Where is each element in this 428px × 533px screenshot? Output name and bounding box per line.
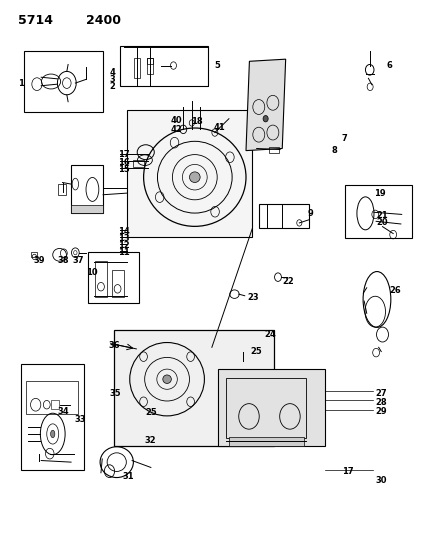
- Text: 39: 39: [34, 256, 45, 264]
- Bar: [58, 184, 66, 195]
- Bar: [229, 437, 303, 446]
- Bar: [71, 205, 103, 213]
- Text: 24: 24: [265, 330, 276, 339]
- Text: 10: 10: [86, 269, 98, 277]
- Text: 42: 42: [170, 125, 182, 134]
- Bar: [134, 58, 140, 78]
- Text: 9: 9: [308, 209, 314, 218]
- Bar: [26, 381, 78, 414]
- Text: 17: 17: [118, 150, 130, 159]
- Text: 36: 36: [108, 341, 120, 350]
- Bar: [24, 51, 103, 112]
- Ellipse shape: [163, 375, 171, 383]
- Text: 13: 13: [118, 234, 130, 243]
- Text: 41: 41: [213, 123, 225, 132]
- Text: 8: 8: [331, 146, 337, 155]
- Bar: [269, 148, 279, 153]
- Text: 30: 30: [375, 476, 387, 484]
- Text: 19: 19: [374, 189, 386, 198]
- Bar: [21, 365, 84, 470]
- Text: 2400: 2400: [86, 14, 121, 27]
- Text: 21: 21: [376, 211, 388, 220]
- Bar: [127, 110, 253, 237]
- Ellipse shape: [51, 430, 55, 438]
- Text: 40: 40: [170, 116, 182, 125]
- Text: 12: 12: [118, 241, 130, 250]
- Text: 26: 26: [389, 286, 401, 295]
- Ellipse shape: [190, 172, 200, 182]
- Bar: [133, 160, 144, 166]
- Circle shape: [263, 116, 268, 122]
- Text: 15: 15: [118, 165, 130, 174]
- Text: 23: 23: [247, 293, 259, 302]
- Bar: [114, 330, 274, 446]
- Text: 1: 1: [18, 78, 24, 87]
- Bar: [226, 378, 306, 438]
- Bar: [259, 204, 309, 228]
- Bar: [71, 165, 103, 213]
- Bar: [112, 270, 124, 297]
- Text: 25: 25: [250, 347, 262, 356]
- Text: 32: 32: [145, 437, 157, 446]
- Text: 3: 3: [110, 75, 115, 84]
- Bar: [120, 46, 208, 86]
- Text: 28: 28: [375, 398, 387, 407]
- Polygon shape: [246, 59, 285, 151]
- Text: 33: 33: [74, 415, 86, 424]
- Text: 5: 5: [214, 61, 220, 70]
- Bar: [147, 58, 153, 64]
- Text: 34: 34: [57, 407, 68, 416]
- Bar: [95, 261, 107, 297]
- Text: 16: 16: [118, 158, 130, 167]
- Text: 17: 17: [342, 467, 354, 475]
- Text: 22: 22: [282, 277, 294, 286]
- Text: 31: 31: [122, 472, 134, 481]
- Text: 25: 25: [145, 408, 157, 417]
- Text: 27: 27: [375, 389, 387, 398]
- Text: 38: 38: [57, 256, 68, 264]
- Text: 37: 37: [72, 256, 84, 264]
- Text: 4: 4: [110, 69, 116, 77]
- Text: 2: 2: [110, 82, 116, 91]
- Polygon shape: [218, 368, 325, 446]
- Bar: [147, 58, 153, 74]
- Text: 5714: 5714: [18, 14, 53, 27]
- Text: 18: 18: [190, 117, 202, 126]
- Text: 14: 14: [118, 227, 130, 236]
- Bar: [31, 252, 37, 257]
- Text: 11: 11: [118, 248, 130, 257]
- Bar: [345, 185, 411, 238]
- Bar: [51, 400, 59, 409]
- Text: 20: 20: [376, 219, 388, 228]
- Text: 6: 6: [387, 61, 392, 70]
- Text: 35: 35: [110, 389, 121, 398]
- Bar: [88, 252, 140, 303]
- Text: 7: 7: [342, 134, 348, 143]
- Text: 29: 29: [375, 407, 387, 416]
